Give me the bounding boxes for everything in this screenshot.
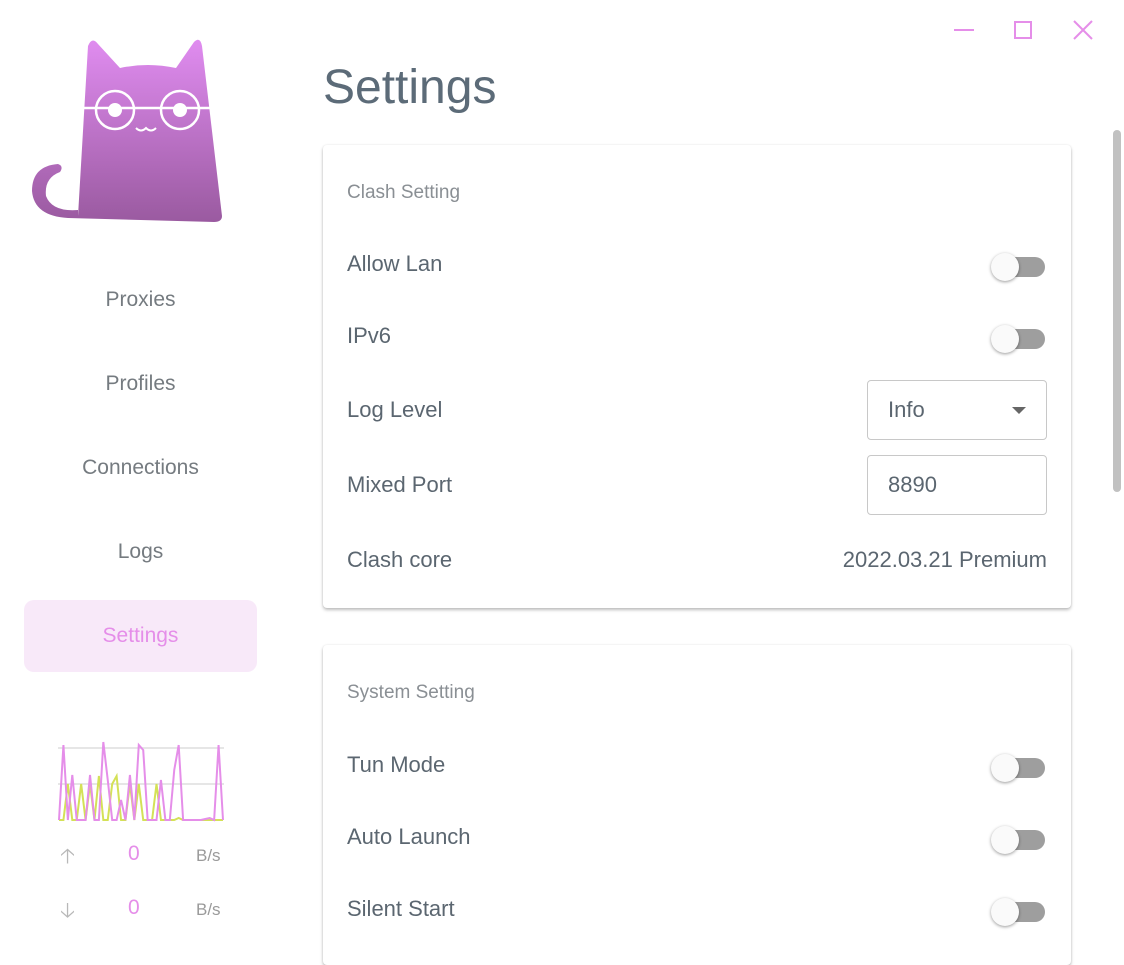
tun-mode-toggle[interactable]: [991, 750, 1047, 782]
log-level-select[interactable]: Info: [867, 380, 1047, 440]
download-value: 0: [128, 896, 140, 919]
silent-start-row: Silent Start: [347, 889, 1047, 929]
download-series: [59, 772, 223, 821]
allow-lan-row: Allow Lan: [347, 244, 1047, 284]
caret-down-icon: [1012, 406, 1026, 414]
auto-launch-label: Auto Launch: [347, 824, 471, 849]
minimize-icon[interactable]: [952, 18, 976, 42]
arrow-down-icon: 🡣: [60, 899, 76, 922]
silent-start-label: Silent Start: [347, 896, 455, 921]
scrollbar[interactable]: [1113, 130, 1121, 492]
ipv6-row: IPv6: [347, 316, 1047, 356]
traffic-graph: [58, 741, 224, 822]
sidebar-item-profiles[interactable]: Profiles: [105, 372, 176, 395]
log-level-label: Log Level: [347, 397, 443, 422]
upload-unit: B/s: [196, 846, 221, 865]
log-level-value: Info: [888, 397, 925, 422]
sidebar-item-settings[interactable]: Settings: [24, 600, 257, 672]
close-icon[interactable]: [1071, 18, 1095, 42]
mixed-port-row: Mixed Port 8890: [347, 455, 1047, 515]
ipv6-toggle[interactable]: [991, 321, 1047, 353]
page-title: Settings: [323, 61, 497, 114]
card-title: Clash Setting: [347, 182, 461, 203]
download-speed: 🡣 0 B/s: [60, 896, 230, 926]
arrow-up-icon: 🡡: [60, 845, 76, 868]
auto-launch-toggle[interactable]: [991, 822, 1047, 854]
upload-series: [58, 741, 224, 822]
allow-lan-toggle[interactable]: [991, 249, 1047, 281]
sidebar-item-logs[interactable]: Logs: [117, 540, 164, 563]
download-unit: B/s: [196, 900, 221, 919]
system-setting-card: System Setting Tun Mode Auto Launch Sile…: [323, 645, 1071, 965]
log-level-row: Log Level Info: [347, 380, 1047, 440]
sidebar-item-connections[interactable]: Connections: [82, 456, 199, 479]
silent-start-toggle[interactable]: [991, 894, 1047, 926]
sidebar-item-proxies[interactable]: Proxies: [105, 288, 176, 311]
clash-setting-card: Clash Setting Allow Lan IPv6 Log Level I…: [323, 145, 1071, 608]
auto-launch-row: Auto Launch: [347, 817, 1047, 857]
clash-core-label: Clash core: [347, 547, 453, 572]
sidebar: Proxies Profiles Connections Logs Settin…: [0, 0, 282, 937]
clash-core-row: Clash core 2022.03.21 Premium: [347, 540, 1047, 580]
allow-lan-label: Allow Lan: [347, 251, 443, 276]
tun-mode-row: Tun Mode: [347, 745, 1047, 785]
maximize-icon[interactable]: [1011, 18, 1035, 42]
card-title: System Setting: [347, 682, 475, 703]
mixed-port-value: 8890: [888, 472, 937, 497]
upload-speed: 🡡 0 B/s: [60, 842, 230, 872]
clash-cat-logo: [32, 39, 222, 222]
ipv6-label: IPv6: [347, 323, 392, 348]
upload-value: 0: [128, 842, 140, 865]
clash-core-version: 2022.03.21 Premium: [842, 547, 1047, 572]
mixed-port-label: Mixed Port: [347, 472, 453, 497]
tun-mode-label: Tun Mode: [347, 752, 446, 777]
mixed-port-input[interactable]: 8890: [867, 455, 1047, 515]
